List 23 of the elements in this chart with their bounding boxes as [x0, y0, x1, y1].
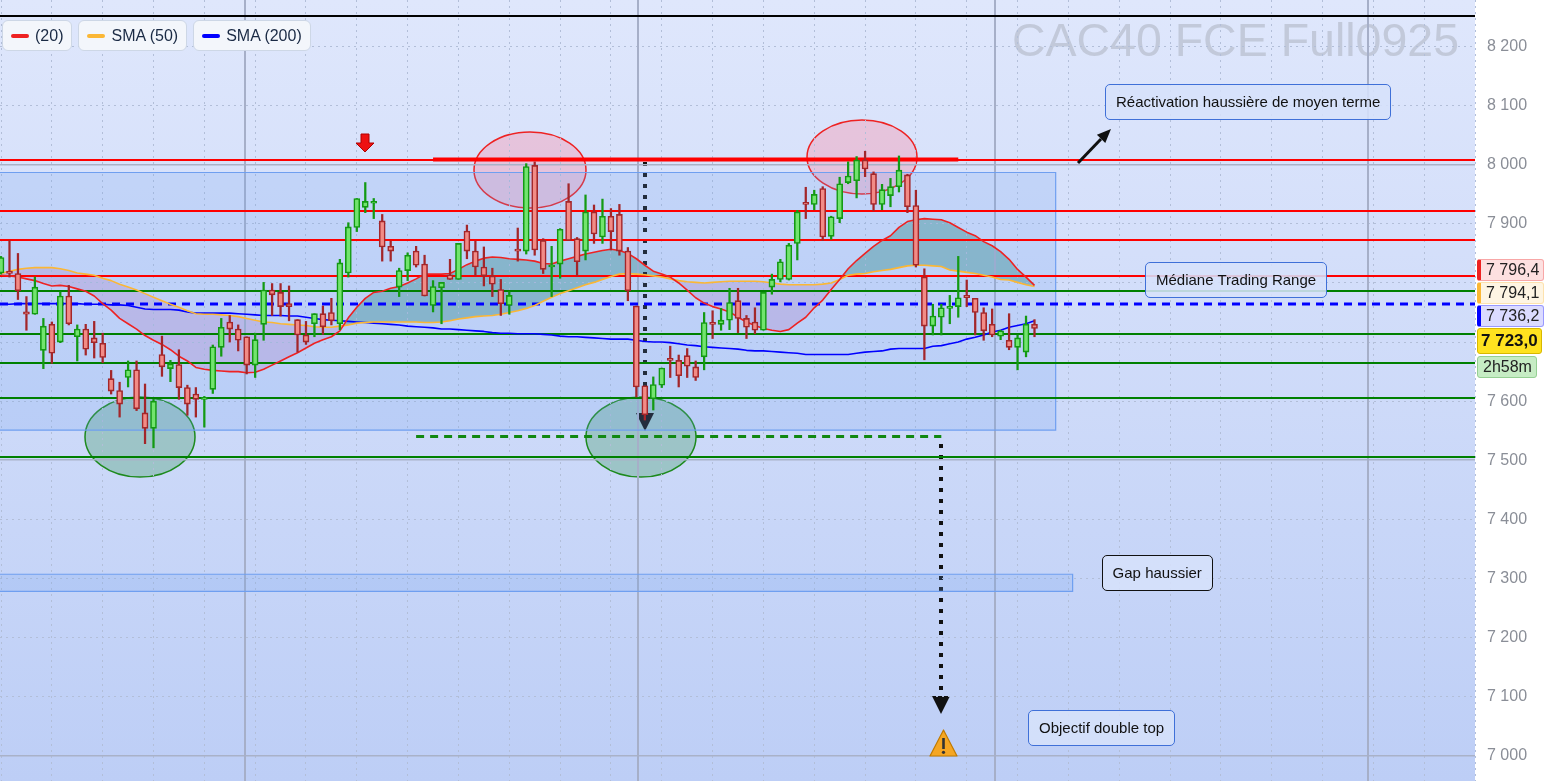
y-tick-label: 8 200 [1487, 37, 1528, 55]
band-label: Gap haussier [1101, 555, 1213, 592]
y-tick-label: 7 300 [1487, 568, 1528, 586]
y-tick-label: 8 100 [1487, 96, 1528, 114]
y-tick-label: 7 900 [1487, 214, 1528, 232]
legend-label: SMA (200) [226, 26, 302, 45]
y-tick-label: 7 600 [1487, 391, 1528, 409]
text: 2h58m [1477, 356, 1537, 379]
text: 7 796,4 [1477, 259, 1545, 282]
legend-label: (20) [35, 26, 64, 45]
text: 7 723,0 [1477, 328, 1542, 355]
text: 7 736,2 [1477, 305, 1545, 328]
y-tick-label: 7 400 [1487, 509, 1528, 527]
y-tick-label: 7 500 [1487, 450, 1528, 468]
y-tick-label: 7 000 [1487, 746, 1528, 763]
y-tick-label: 7 200 [1487, 627, 1528, 645]
legend-label: SMA (50) [111, 26, 179, 45]
text: Réactivation haussière de moyen terme [1105, 84, 1392, 120]
y-tick-label: 7 100 [1487, 686, 1528, 704]
text: Objectif double top [1028, 710, 1176, 746]
text: 7 794,1 [1477, 282, 1545, 305]
ref-line-label: Médiane Trading Range [1145, 261, 1328, 298]
y-tick-label: 8 000 [1487, 155, 1528, 173]
